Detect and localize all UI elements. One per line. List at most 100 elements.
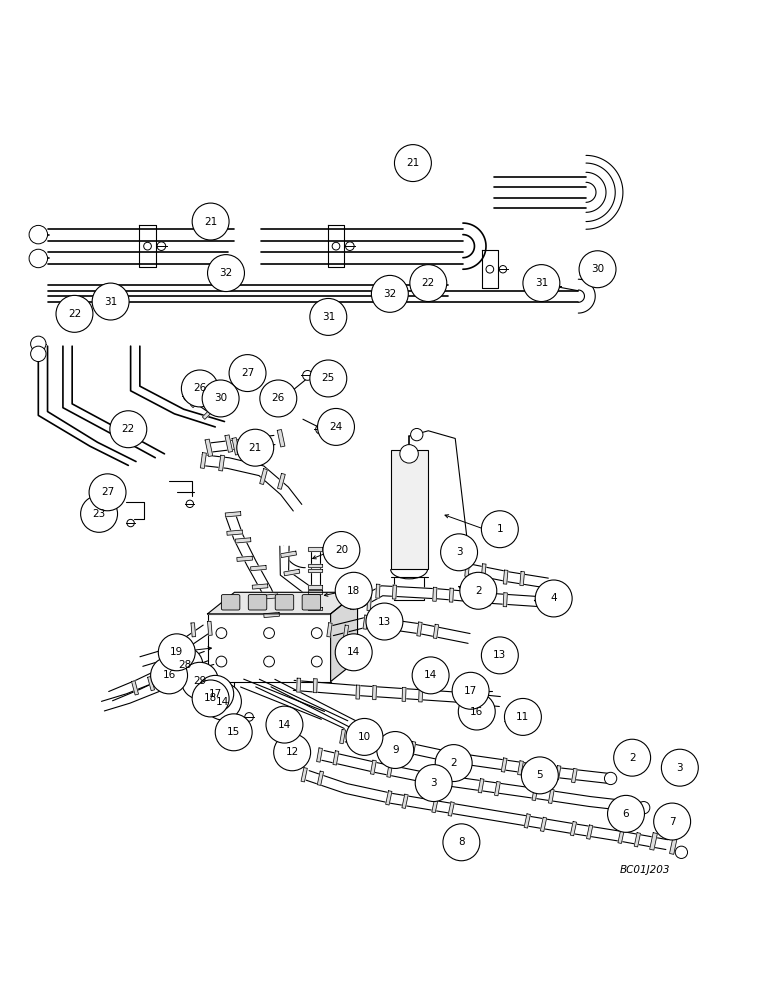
Polygon shape xyxy=(376,584,380,598)
Text: 16: 16 xyxy=(470,707,483,717)
Text: 20: 20 xyxy=(335,545,348,555)
Polygon shape xyxy=(482,564,486,578)
Polygon shape xyxy=(191,623,195,637)
FancyBboxPatch shape xyxy=(249,595,267,610)
Polygon shape xyxy=(308,564,322,567)
Text: 6: 6 xyxy=(623,809,629,819)
Text: 3: 3 xyxy=(455,547,462,557)
Circle shape xyxy=(158,634,195,671)
Circle shape xyxy=(144,242,151,250)
Polygon shape xyxy=(308,569,322,572)
Polygon shape xyxy=(392,585,397,599)
Polygon shape xyxy=(650,833,657,850)
Text: 30: 30 xyxy=(214,393,227,403)
Circle shape xyxy=(608,795,645,832)
Text: 7: 7 xyxy=(669,817,676,827)
Polygon shape xyxy=(587,825,593,839)
Text: 14: 14 xyxy=(424,670,437,680)
Circle shape xyxy=(216,656,227,667)
Polygon shape xyxy=(306,771,668,850)
Circle shape xyxy=(127,519,134,527)
Circle shape xyxy=(245,713,253,721)
Text: 25: 25 xyxy=(322,373,335,383)
Circle shape xyxy=(157,242,166,250)
Polygon shape xyxy=(333,751,339,765)
Polygon shape xyxy=(402,794,408,808)
Circle shape xyxy=(443,824,480,861)
Text: 2: 2 xyxy=(629,753,635,763)
Text: 8: 8 xyxy=(458,837,465,847)
Circle shape xyxy=(227,392,237,402)
Circle shape xyxy=(317,408,354,445)
Circle shape xyxy=(332,242,340,250)
Polygon shape xyxy=(363,615,368,629)
Text: 3: 3 xyxy=(430,778,437,788)
Polygon shape xyxy=(140,625,208,666)
Polygon shape xyxy=(331,617,470,643)
Text: 21: 21 xyxy=(204,217,217,227)
Text: 10: 10 xyxy=(358,732,371,742)
Circle shape xyxy=(215,714,252,751)
Text: 26: 26 xyxy=(272,393,285,403)
Text: 12: 12 xyxy=(286,747,299,757)
Circle shape xyxy=(377,732,414,768)
Polygon shape xyxy=(251,566,266,571)
Polygon shape xyxy=(317,748,323,762)
Polygon shape xyxy=(109,651,208,701)
Circle shape xyxy=(264,628,275,638)
Polygon shape xyxy=(356,732,362,747)
Circle shape xyxy=(548,281,559,292)
Polygon shape xyxy=(185,646,189,660)
Text: 32: 32 xyxy=(383,289,397,299)
Polygon shape xyxy=(387,763,393,777)
Polygon shape xyxy=(296,678,300,692)
Circle shape xyxy=(410,265,447,302)
Text: 26: 26 xyxy=(193,383,206,393)
Polygon shape xyxy=(308,585,322,589)
Circle shape xyxy=(482,637,518,674)
Text: 29: 29 xyxy=(193,676,206,686)
Polygon shape xyxy=(486,592,491,606)
Polygon shape xyxy=(205,439,213,457)
Polygon shape xyxy=(256,679,348,728)
Text: 3: 3 xyxy=(676,763,683,773)
Polygon shape xyxy=(524,814,530,828)
Polygon shape xyxy=(201,453,206,468)
Circle shape xyxy=(638,802,650,814)
Polygon shape xyxy=(465,562,469,576)
Circle shape xyxy=(346,718,383,755)
Polygon shape xyxy=(540,817,547,832)
Polygon shape xyxy=(232,438,239,455)
Polygon shape xyxy=(501,758,507,772)
Polygon shape xyxy=(367,597,371,611)
Polygon shape xyxy=(345,732,610,783)
Circle shape xyxy=(92,283,129,320)
Polygon shape xyxy=(279,546,319,604)
Circle shape xyxy=(31,346,46,362)
Polygon shape xyxy=(262,594,278,599)
Polygon shape xyxy=(271,679,371,736)
Circle shape xyxy=(29,249,48,268)
Circle shape xyxy=(579,251,616,288)
Text: 22: 22 xyxy=(122,424,135,434)
Text: 21: 21 xyxy=(406,158,419,168)
Circle shape xyxy=(504,698,541,735)
Text: 22: 22 xyxy=(422,278,435,288)
Polygon shape xyxy=(340,729,346,744)
Polygon shape xyxy=(532,786,538,801)
Circle shape xyxy=(604,772,617,785)
Circle shape xyxy=(260,380,296,417)
Bar xyxy=(391,450,428,569)
Text: 14: 14 xyxy=(278,720,291,730)
Polygon shape xyxy=(308,607,322,610)
Polygon shape xyxy=(344,625,349,639)
Polygon shape xyxy=(269,391,278,405)
Text: 17: 17 xyxy=(208,689,222,699)
Text: 21: 21 xyxy=(249,443,262,453)
Polygon shape xyxy=(277,430,285,447)
Circle shape xyxy=(231,701,238,708)
Circle shape xyxy=(166,647,203,684)
Circle shape xyxy=(224,728,232,737)
Circle shape xyxy=(186,500,194,508)
Circle shape xyxy=(229,355,266,392)
